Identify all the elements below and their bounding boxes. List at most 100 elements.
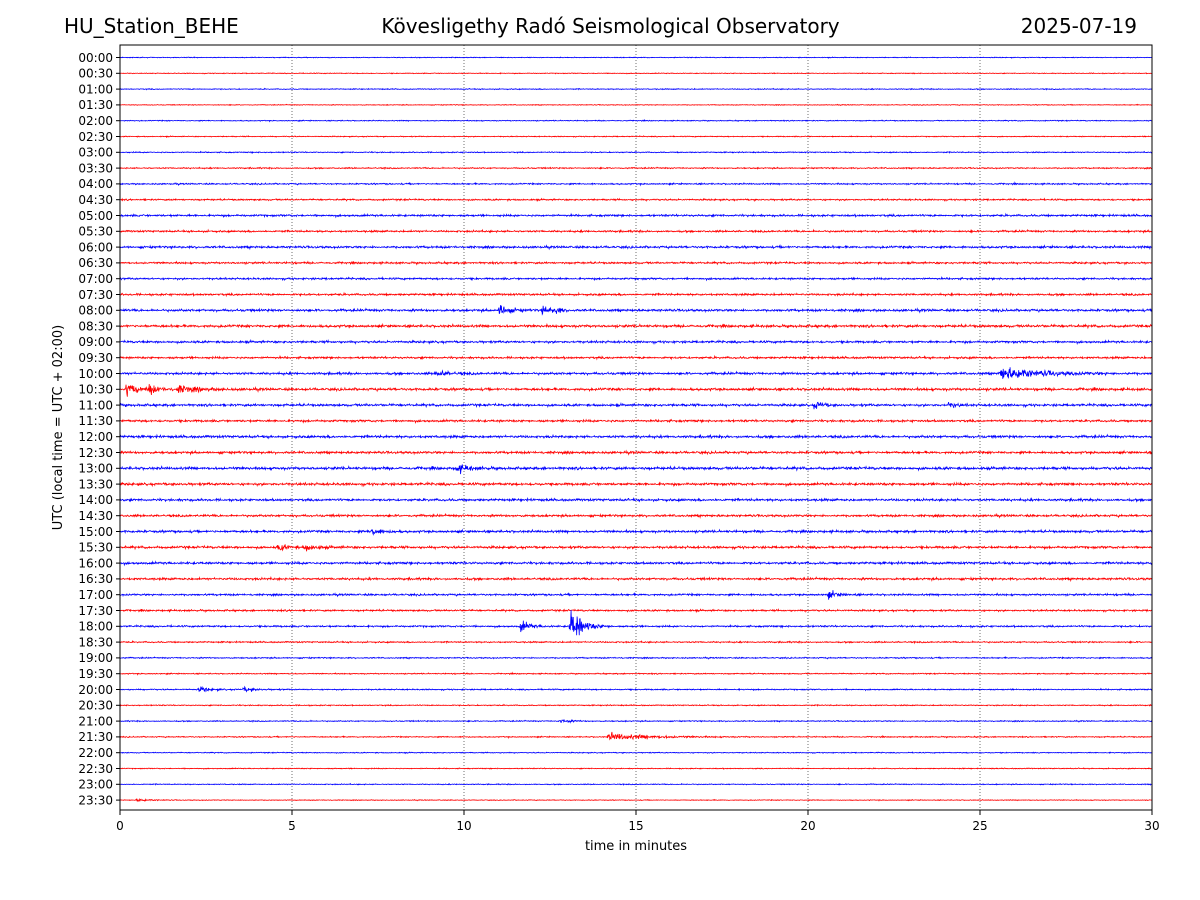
trace-row (119, 544, 1153, 552)
trace-row (119, 150, 1153, 154)
trace-row (119, 87, 1153, 91)
trace-row (120, 656, 1152, 660)
station-label: HU_Station_BEHE (64, 14, 239, 38)
trace-row (119, 719, 1153, 724)
trace-row (119, 367, 1153, 379)
y-tick-label: 02:00 (78, 114, 113, 128)
trace-row (119, 512, 1153, 519)
y-tick-label: 00:00 (78, 51, 113, 65)
trace-row (119, 322, 1153, 330)
y-tick-label: 04:30 (78, 193, 113, 207)
trace-row (119, 401, 1153, 410)
trace-row (119, 384, 1153, 397)
y-tick-label: 12:00 (78, 430, 113, 444)
y-tick-label: 11:00 (78, 398, 113, 412)
y-tick-label: 17:30 (78, 604, 113, 618)
trace-row (119, 354, 1153, 361)
y-tick-label: 12:30 (78, 446, 113, 460)
trace-row (119, 560, 1153, 567)
chart-title: Kövesligethy Radó Seismological Observat… (381, 14, 840, 38)
trace-row (119, 797, 1153, 803)
y-tick-label: 23:00 (78, 778, 113, 792)
trace-row (119, 731, 1153, 741)
trace-row (119, 338, 1153, 345)
y-tick-label: 10:00 (78, 367, 113, 381)
y-tick-label: 06:00 (78, 240, 113, 254)
x-tick-label: 10 (456, 819, 471, 833)
trace-row (119, 244, 1153, 251)
y-tick-label: 22:00 (78, 746, 113, 760)
y-tick-label: 15:30 (78, 541, 113, 555)
y-tick-label: 18:00 (78, 620, 113, 634)
trace-row (119, 751, 1153, 755)
y-tick-label: 22:30 (78, 762, 113, 776)
y-tick-label: 19:30 (78, 667, 113, 681)
y-tick-label: 01:30 (78, 98, 113, 112)
trace-row (119, 685, 1153, 693)
x-tick-label: 20 (800, 819, 815, 833)
trace-row (119, 449, 1153, 456)
y-tick-label: 16:30 (78, 572, 113, 586)
y-tick-label: 19:00 (78, 651, 113, 665)
y-tick-label: 09:00 (78, 335, 113, 349)
trace-row (119, 418, 1153, 424)
trace-row (119, 433, 1153, 440)
trace-row (119, 228, 1153, 234)
y-tick-label: 05:30 (78, 225, 113, 239)
date-label: 2025-07-19 (1020, 14, 1137, 38)
y-tick-label: 10:30 (78, 383, 113, 397)
trace-row (119, 212, 1153, 219)
trace-row (119, 782, 1153, 786)
x-tick-label: 5 (288, 819, 296, 833)
y-tick-label: 07:00 (78, 272, 113, 286)
y-tick-label: 20:00 (78, 683, 113, 697)
y-tick-label: 16:00 (78, 556, 113, 570)
y-tick-label: 20:30 (78, 699, 113, 713)
trace-row (119, 767, 1153, 770)
y-axis-label: UTC (local time = UTC + 02:00) (51, 325, 66, 530)
y-tick-label: 00:30 (78, 67, 113, 81)
y-tick-label: 04:00 (78, 177, 113, 191)
y-tick-label: 03:30 (78, 161, 113, 175)
trace-row (119, 703, 1153, 707)
trace-row (119, 291, 1153, 298)
trace-row (119, 260, 1153, 266)
y-tick-label: 21:30 (78, 730, 113, 744)
y-tick-label: 02:30 (78, 130, 113, 144)
trace-row (119, 135, 1153, 139)
trace-row (119, 275, 1153, 282)
y-tick-label: 14:00 (78, 493, 113, 507)
trace-row (119, 118, 1153, 123)
trace-row (119, 72, 1153, 75)
x-axis-label: time in minutes (585, 839, 687, 854)
y-tick-label: 03:00 (78, 146, 113, 160)
x-tick-label: 25 (972, 819, 987, 833)
trace-row (119, 528, 1153, 536)
trace-row (119, 181, 1153, 187)
trace-row (119, 497, 1153, 503)
trace-row (119, 305, 1153, 316)
y-tick-label: 08:00 (78, 304, 113, 318)
y-tick-label: 07:30 (78, 288, 113, 302)
trace-row (119, 103, 1153, 107)
y-tick-label: 05:00 (78, 209, 113, 223)
trace-row (119, 671, 1153, 676)
trace-row (119, 609, 1153, 636)
y-tick-label: 13:30 (78, 477, 113, 491)
y-tick-label: 21:00 (78, 714, 113, 728)
trace-row (119, 575, 1153, 583)
trace-row (119, 481, 1153, 488)
y-tick-label: 06:30 (78, 256, 113, 270)
x-tick-label: 15 (628, 819, 643, 833)
y-tick-label: 17:00 (78, 588, 113, 602)
x-tick-label: 0 (116, 819, 124, 833)
trace-row (120, 56, 1153, 59)
trace-row (119, 197, 1153, 203)
y-tick-label: 13:00 (78, 462, 113, 476)
y-tick-label: 08:30 (78, 319, 113, 333)
y-tick-label: 14:30 (78, 509, 113, 523)
plot-area (120, 45, 1152, 810)
trace-row (119, 590, 1153, 600)
y-tick-label: 11:30 (78, 414, 113, 428)
